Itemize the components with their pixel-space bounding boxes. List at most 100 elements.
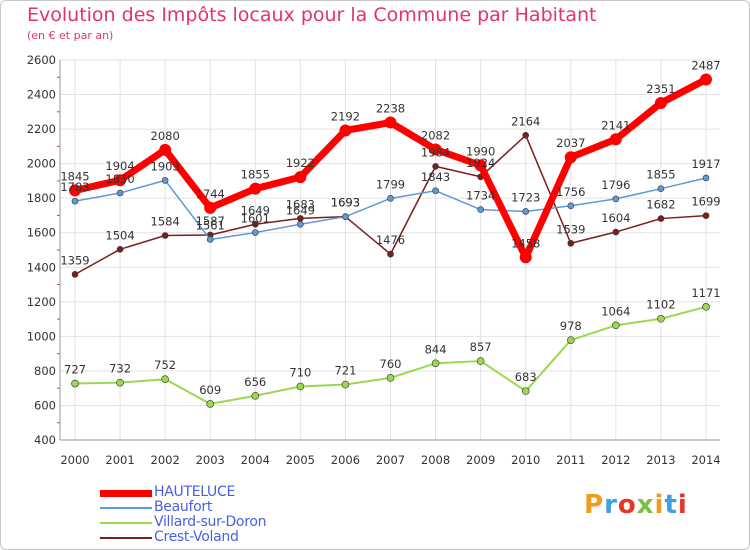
data-point-crest-voland [657,215,665,222]
data-label-beaufort: 1756 [556,185,585,199]
data-label-hauteluce: 2192 [331,109,360,123]
y-tick-label: 2400 [27,88,56,102]
data-point-villard-sur-doron [386,374,395,382]
data-point-hauteluce [654,97,667,110]
data-point-hauteluce [159,143,172,156]
data-label-beaufort: 1799 [376,177,405,191]
x-tick-label: 2012 [601,453,630,467]
data-label-hauteluce: 1845 [60,169,89,183]
legend-swatch-crest-voland [100,537,152,539]
data-label-hauteluce: 1990 [466,144,495,158]
data-point-villard-sur-doron [657,314,665,323]
y-tick-label: 800 [34,364,56,378]
data-point-beaufort [612,195,620,203]
data-label-crest-voland: 1587 [196,214,225,228]
data-label-beaufort: 1855 [646,168,675,182]
data-point-beaufort [206,236,214,243]
data-label-crest-voland: 1693 [331,196,360,210]
data-point-hauteluce [474,159,487,172]
data-point-crest-voland [71,271,79,278]
x-tick-label: 2008 [421,453,450,467]
data-point-hauteluce [114,174,127,187]
data-label-crest-voland: 1699 [691,195,720,209]
y-tick-label: 600 [34,398,56,412]
data-point-villard-sur-doron [566,336,575,344]
y-tick-label: 2200 [27,122,56,136]
legend-swatch-villard-sur-doron [100,522,152,524]
line-chart: 400 600 800 1000 1200 1400 1600 1800 2000 2200 240… [27,53,721,467]
data-point-crest-voland [161,232,169,239]
data-label-villard-sur-doron: 978 [560,319,582,333]
x-tick-label: 2014 [691,453,720,467]
data-label-villard-sur-doron: 683 [515,370,537,384]
data-label-villard-sur-doron: 721 [334,364,356,378]
data-label-hauteluce: 1744 [196,187,225,201]
chart-subtitle: (en € et par an) [27,29,114,42]
data-label-crest-voland: 1984 [421,145,450,159]
x-tick-label: 2002 [151,453,180,467]
data-label-beaufort: 1917 [691,157,720,171]
data-point-crest-voland [116,246,124,253]
data-label-crest-voland: 1476 [376,233,405,247]
data-label-hauteluce: 2141 [601,118,630,132]
data-point-villard-sur-doron [476,357,485,365]
data-label-hauteluce: 1855 [241,168,270,182]
data-point-crest-voland [612,228,620,236]
legend-label-villard-sur-doron: Villard-sur-Doron [154,514,267,530]
data-label-hauteluce: 1904 [105,159,134,173]
data-point-hauteluce [204,201,217,214]
data-label-crest-voland: 1683 [286,197,315,211]
chart-title: Evolution des Impôts locaux pour la Comm… [27,4,597,26]
data-point-beaufort [297,220,304,228]
data-label-crest-voland: 1504 [105,228,134,242]
y-tick-label: 1800 [27,191,56,205]
y-tick-label: 1600 [27,226,56,240]
x-tick-label: 2011 [556,453,585,467]
data-label-beaufort: 1783 [60,180,89,194]
data-label-beaufort: 1723 [511,190,540,204]
data-label-hauteluce: 2238 [376,102,405,116]
data-label-villard-sur-doron: 656 [244,375,266,389]
data-point-crest-voland [251,220,259,228]
data-point-hauteluce [429,143,442,156]
data-label-villard-sur-doron: 1102 [646,298,675,312]
data-label-beaufort: 1796 [601,178,630,192]
data-point-crest-voland [522,132,530,139]
data-label-crest-voland: 1539 [556,222,585,236]
x-tick-label: 2004 [241,453,270,467]
legend-item-crest-voland: Crest-Voland [100,529,340,545]
data-point-hauteluce [519,251,532,264]
data-point-hauteluce [294,171,307,184]
data-point-crest-voland [387,250,394,258]
data-point-beaufort [116,189,124,197]
x-tick-label: 2000 [60,453,89,467]
data-label-crest-voland: 1924 [466,156,495,170]
x-tick-label: 2005 [286,453,315,467]
y-tick-label: 2000 [27,157,56,171]
data-point-hauteluce [69,184,81,197]
data-point-crest-voland [702,212,710,219]
data-label-villard-sur-doron: 760 [380,357,402,371]
legend-swatch-beaufort [100,507,152,509]
data-point-villard-sur-doron [296,382,305,391]
data-point-beaufort [342,213,349,220]
data-label-crest-voland: 1359 [60,253,89,267]
legend-label-hauteluce: HAUTELUCE [154,484,236,500]
data-label-crest-voland: 1649 [241,203,270,217]
data-label-villard-sur-doron: 1171 [691,286,720,300]
data-label-beaufort: 1561 [196,218,225,232]
x-tick-label: 2001 [105,453,134,467]
data-label-villard-sur-doron: 727 [64,363,86,377]
data-point-hauteluce [249,182,262,195]
data-point-beaufort [702,174,710,182]
data-point-villard-sur-doron [206,400,215,408]
data-point-beaufort [657,185,665,192]
data-point-villard-sur-doron [71,379,79,388]
data-point-villard-sur-doron [521,387,530,395]
data-label-villard-sur-doron: 732 [109,362,131,376]
data-point-beaufort [567,202,575,210]
data-label-villard-sur-doron: 857 [470,340,492,354]
data-label-crest-voland: 1682 [646,198,675,212]
y-tick-label: 2600 [27,53,56,67]
data-point-beaufort [251,229,259,236]
